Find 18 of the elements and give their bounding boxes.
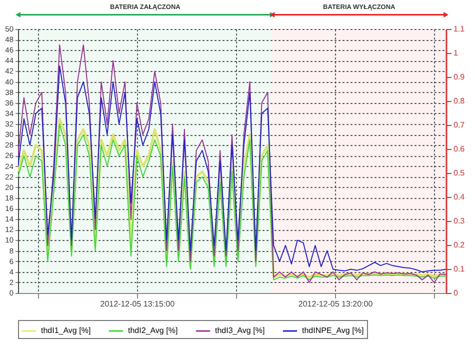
y2-tick-label: 0.9 [454, 72, 466, 82]
y2-tick-label: 0.5 [454, 168, 466, 178]
y2-tick-label: 0.8 [454, 96, 466, 106]
y2-tick-label: 0.3 [454, 216, 466, 226]
legend-label: thdI1_Avg [%] [41, 326, 91, 335]
legend-label: thdINPE_Avg [%] [302, 326, 364, 335]
y2-tick-label: 0.6 [454, 144, 466, 154]
y2-tick-label: 0.7 [454, 120, 466, 130]
y2-tick-label: 0.2 [454, 240, 466, 250]
y2-tick-label: 1 [454, 48, 458, 58]
legend-label: thdI2_Avg [%] [128, 326, 178, 335]
x-tick-label: 2012-12-05 13:15:00 [100, 300, 176, 308]
legend-label: thdI3_Avg [%] [215, 326, 265, 335]
y2-tick-label: 0 [454, 288, 458, 298]
x-tick-label: 2012-12-05 13:20:00 [298, 300, 374, 308]
y2-tick-label: 0.4 [454, 192, 466, 202]
y2-tick-label: 0.1 [454, 264, 466, 274]
y2-tick-label: 1.1 [454, 24, 466, 34]
